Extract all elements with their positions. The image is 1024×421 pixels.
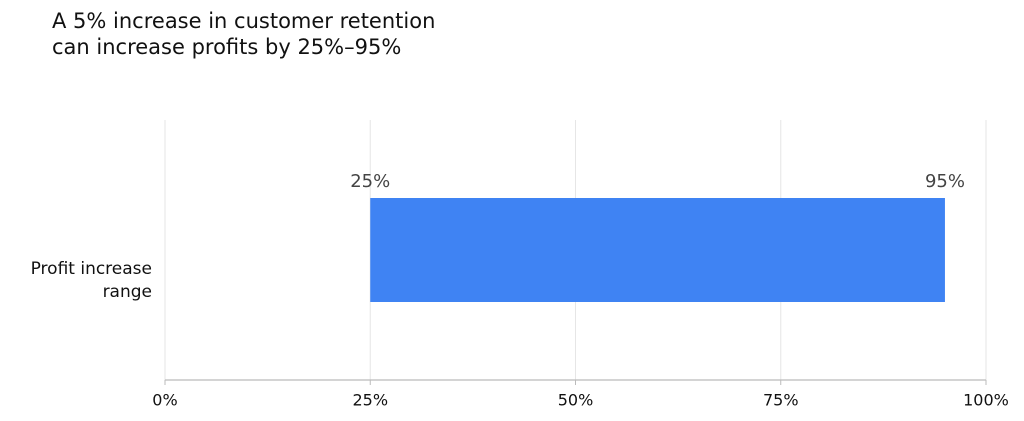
x-tick-label: 75% <box>763 391 799 410</box>
y-tick-label: Profit increase range <box>30 259 152 302</box>
x-tick-label: 50% <box>558 391 594 410</box>
x-tick-label: 0% <box>152 391 177 410</box>
value-label: 95% <box>925 171 965 192</box>
bar <box>370 198 945 302</box>
chart-title: A 5% increase in customer retention can … <box>52 9 436 59</box>
x-tick-label: 25% <box>352 391 388 410</box>
x-tick-label: 100% <box>963 391 1009 410</box>
value-label: 25% <box>350 171 390 192</box>
